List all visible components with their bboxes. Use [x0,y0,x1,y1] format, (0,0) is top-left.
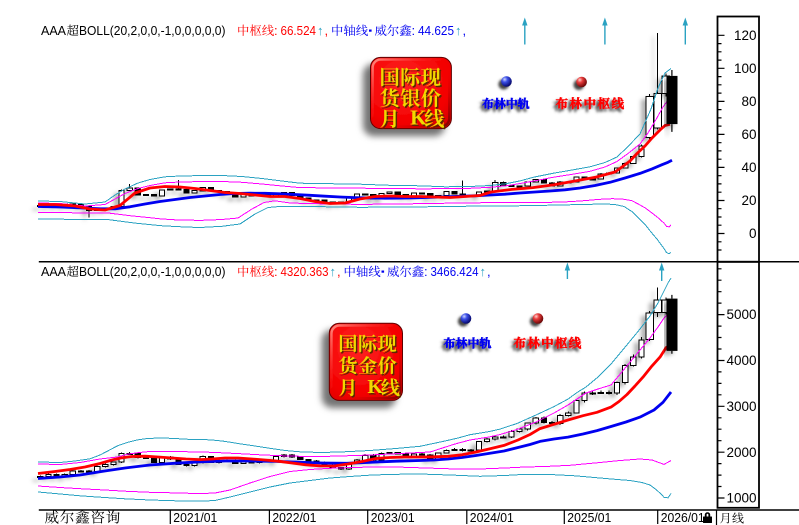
svg-text:2024/01: 2024/01 [470,511,514,525]
svg-text:,: , [337,264,341,279]
svg-text:80: 80 [741,94,756,109]
svg-text:2023/01: 2023/01 [371,511,415,525]
svg-text:100: 100 [734,61,757,76]
svg-text::: : [424,264,428,279]
svg-text:AAA: AAA [41,23,66,38]
svg-text::: : [274,264,278,279]
svg-text::: : [274,23,278,38]
svg-text:,: , [325,23,329,38]
svg-text:K: K [410,106,427,130]
svg-text:2026/01: 2026/01 [661,511,705,525]
svg-text:2021/01: 2021/01 [173,511,217,525]
svg-text:0: 0 [749,226,757,241]
svg-text:3466.424: 3466.424 [431,264,479,279]
svg-text:44.625: 44.625 [418,23,454,38]
svg-text:BOLL(20,2,0,0,-1,0,0,0,0,0): BOLL(20,2,0,0,-1,0,0,0,0,0) [79,23,226,38]
svg-text:,: , [463,23,467,38]
svg-text:4000: 4000 [726,353,756,368]
svg-text:2022/01: 2022/01 [272,511,316,525]
svg-text:60: 60 [741,127,756,142]
svg-text:66.524: 66.524 [281,23,317,38]
svg-text:2025/01: 2025/01 [567,511,611,525]
svg-text:BOLL(20,2,0,0,-1,0,0,0,0,0): BOLL(20,2,0,0,-1,0,0,0,0,0) [79,264,226,279]
svg-text:K: K [367,376,383,398]
svg-text:3000: 3000 [726,399,756,414]
svg-text:↑: ↑ [330,264,337,279]
svg-text:2000: 2000 [726,445,756,460]
svg-text:,: , [487,264,491,279]
svg-text:1000: 1000 [726,491,756,506]
svg-text::: : [412,23,416,38]
svg-text:120: 120 [734,28,757,43]
svg-text:5000: 5000 [726,307,756,322]
svg-text:↑: ↑ [480,264,487,279]
svg-text:K: K [411,107,428,131]
svg-text:AAA: AAA [41,264,66,279]
svg-text:20: 20 [741,193,756,208]
svg-text:K: K [369,378,385,400]
svg-text:↑: ↑ [455,23,462,38]
svg-text:40: 40 [741,160,756,175]
svg-text:4320.363: 4320.363 [281,264,329,279]
svg-text:↑: ↑ [317,23,324,38]
